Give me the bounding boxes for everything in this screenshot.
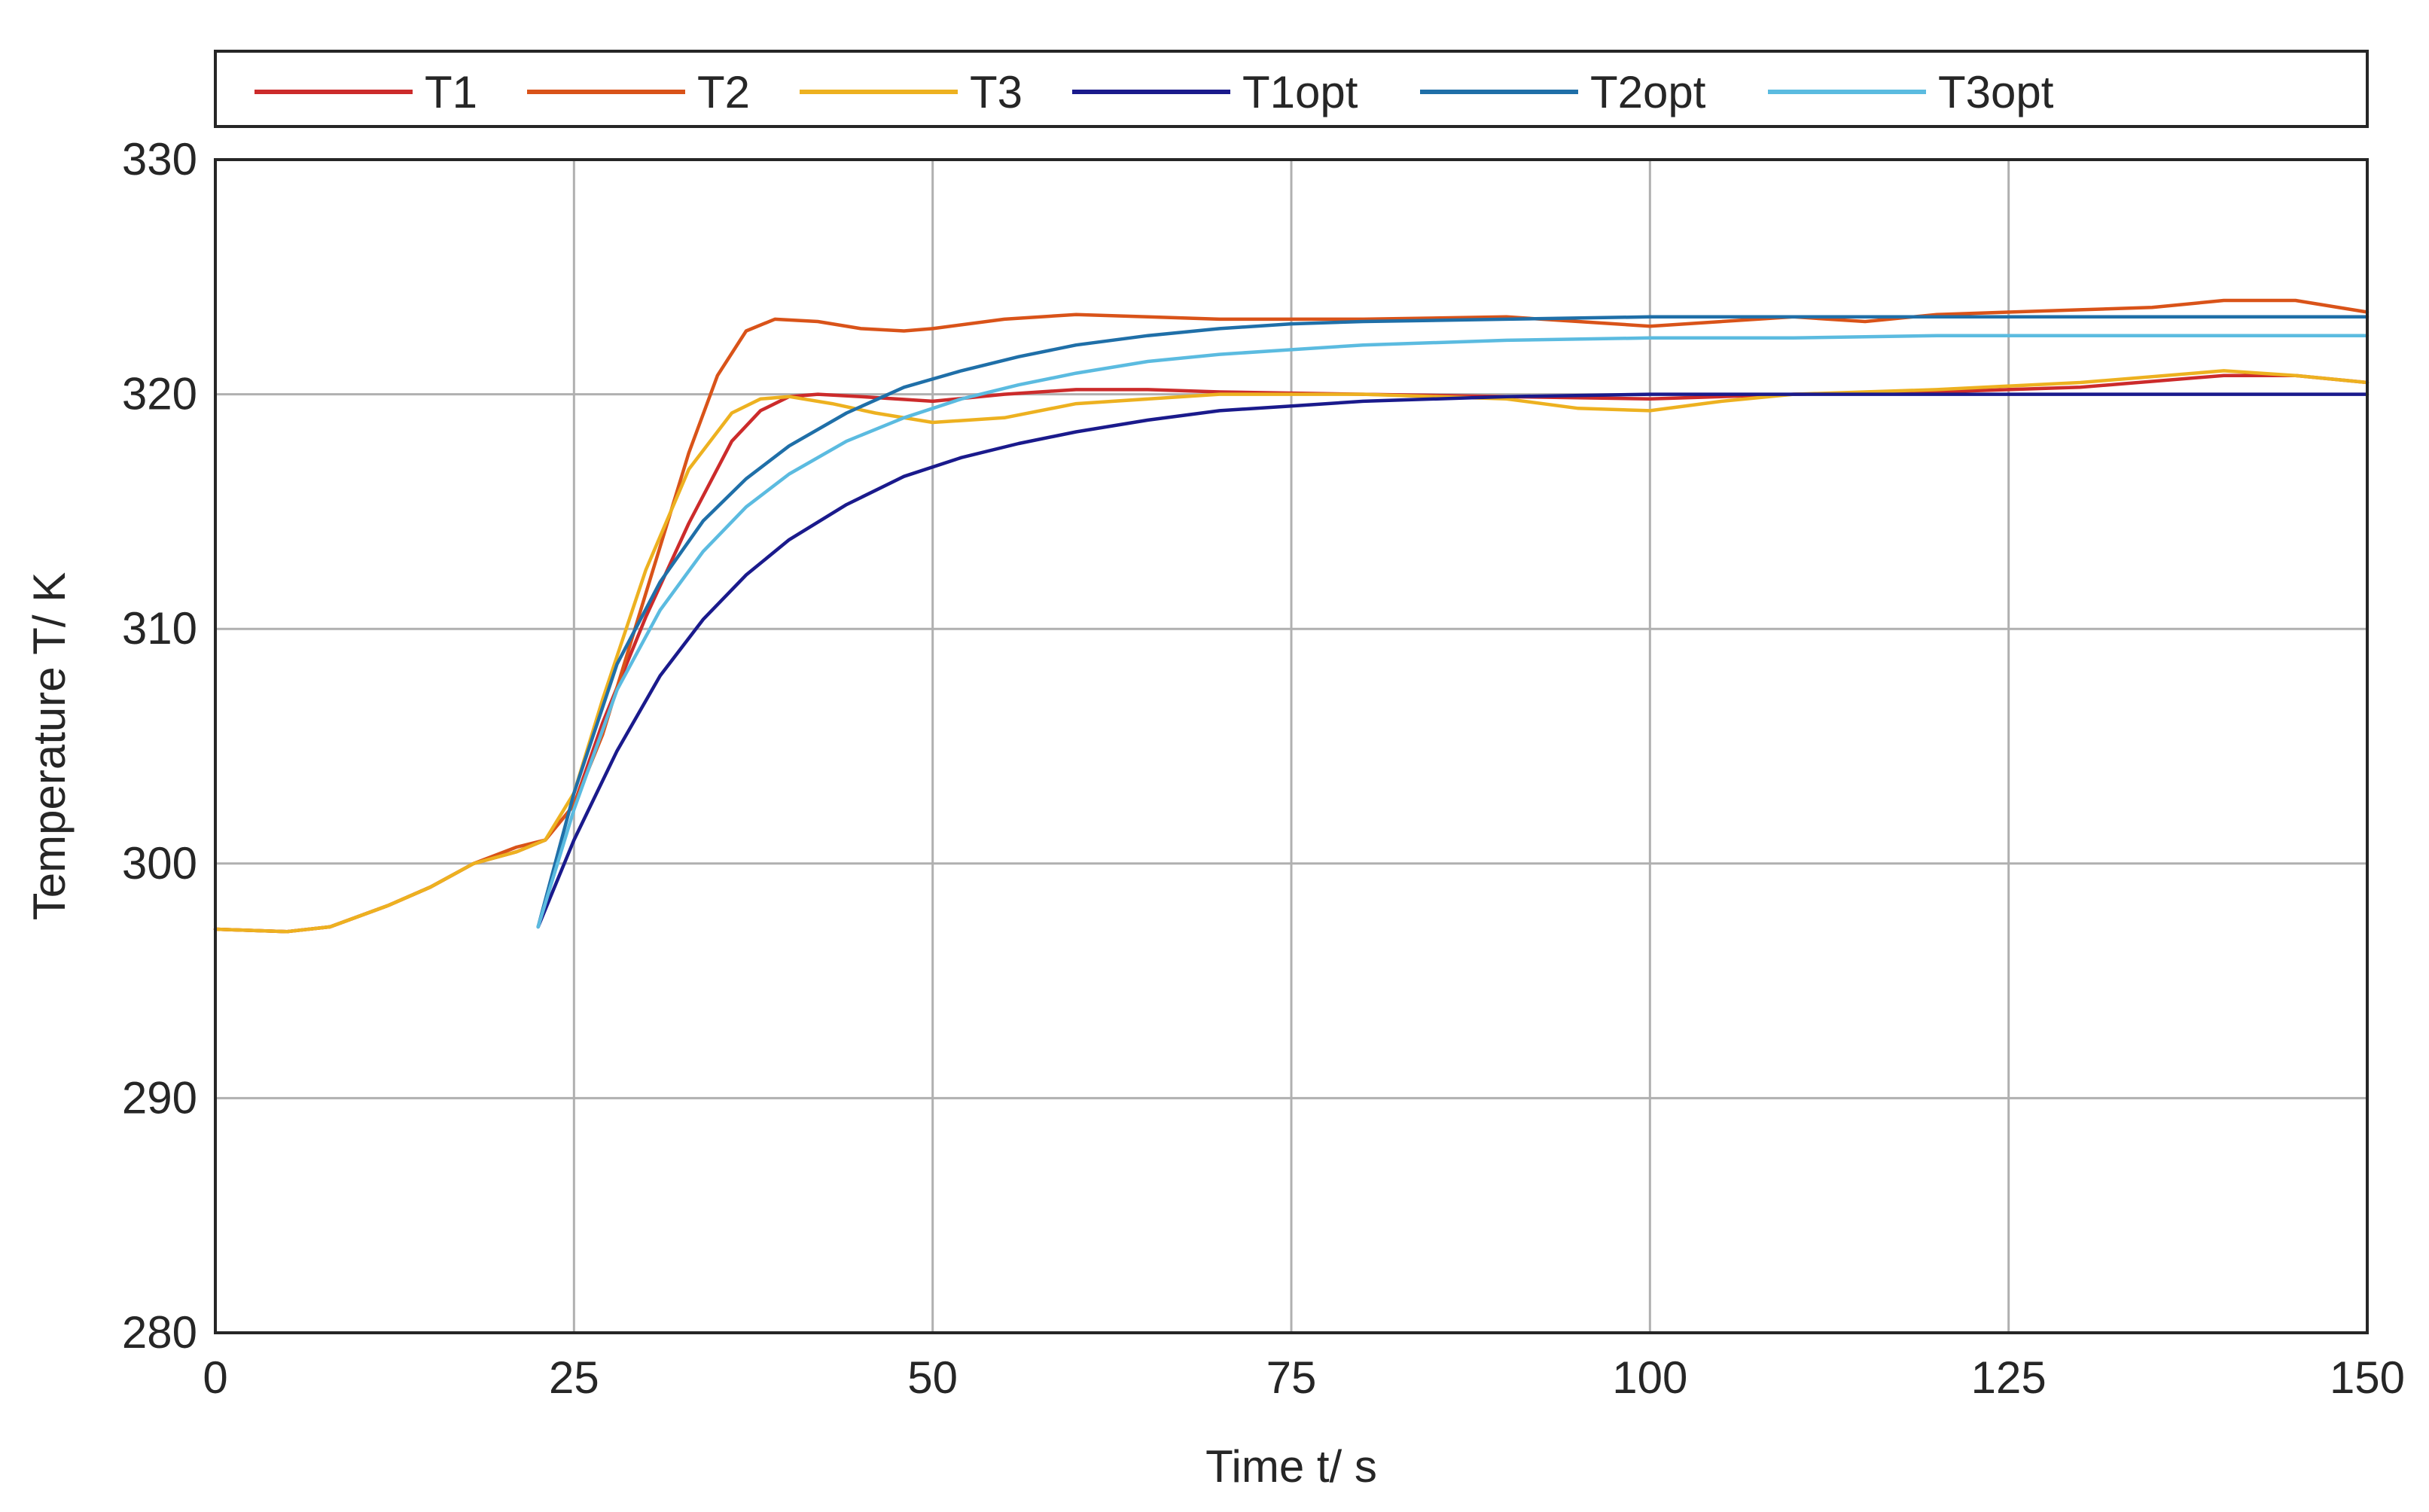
y-axis-label: Temperature T/ K — [24, 572, 75, 920]
series-line-t2 — [213, 298, 2370, 934]
y-tick-label: 300 — [122, 838, 197, 889]
y-tick-label: 330 — [122, 134, 197, 184]
series-line-t1opt — [536, 392, 2370, 929]
x-axis-ticks: 0 25 50 75 100 125 150 — [203, 1352, 2405, 1403]
x-tick-label: 0 — [203, 1352, 227, 1403]
plot-frame — [214, 158, 2369, 1334]
legend-label-t3: T3 — [970, 67, 1022, 117]
x-tick-label: 100 — [1612, 1352, 1687, 1403]
y-tick-label: 290 — [122, 1072, 197, 1123]
legend-label-t1opt: T1opt — [1242, 67, 1358, 117]
legend-label-t1: T1 — [425, 67, 477, 117]
x-tick-label: 150 — [2330, 1352, 2405, 1403]
y-tick-label: 280 — [122, 1307, 197, 1358]
series-line-t3opt — [536, 334, 2370, 929]
legend-label-t2opt: T2opt — [1590, 67, 1706, 117]
legend-box — [214, 50, 2369, 128]
series-line-t2opt — [536, 315, 2370, 929]
y-axis-ticks: 280 290 300 310 320 330 — [122, 134, 197, 1358]
x-tick-label: 25 — [549, 1352, 599, 1403]
x-axis-label: Time t/ s — [1205, 1441, 1377, 1492]
x-tick-label: 125 — [1971, 1352, 2047, 1403]
series-lines — [213, 298, 2370, 934]
legend-label-t2: T2 — [697, 67, 750, 117]
x-tick-label: 50 — [907, 1352, 958, 1403]
legend: T1 T2 T3 T1opt T2opt T3opt — [214, 50, 2369, 128]
y-tick-label: 320 — [122, 369, 197, 419]
y-tick-label: 310 — [122, 603, 197, 654]
legend-label-t3opt: T3opt — [1938, 67, 2054, 117]
x-tick-label: 75 — [1266, 1352, 1317, 1403]
